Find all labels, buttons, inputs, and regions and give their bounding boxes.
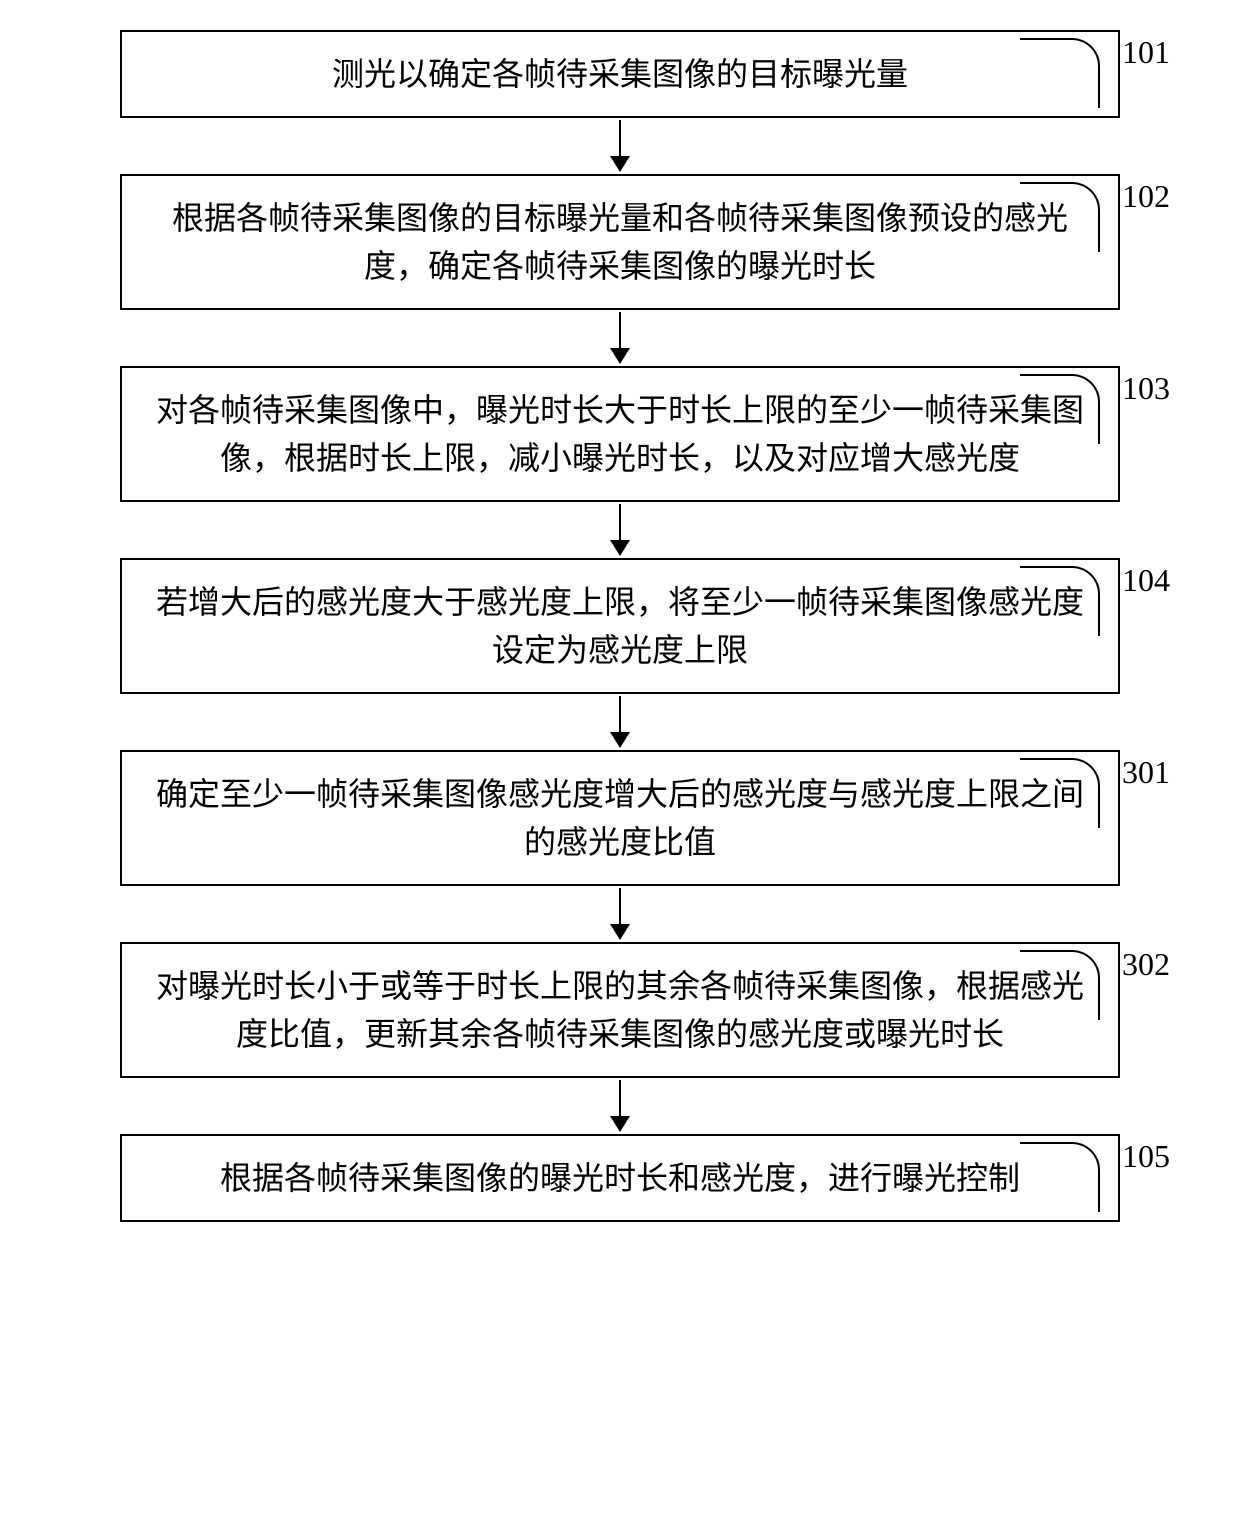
step-label-103: 103 <box>1122 370 1170 407</box>
step-box-104: 若增大后的感光度大于感光度上限，将至少一帧待采集图像感光度设定为感光度上限 <box>120 558 1120 694</box>
arrow <box>610 1078 630 1134</box>
step-row: 测光以确定各帧待采集图像的目标曝光量 101 <box>40 30 1200 118</box>
arrow <box>610 118 630 174</box>
arrow-line <box>619 696 621 732</box>
connector-line <box>1020 758 1100 828</box>
step-text: 测光以确定各帧待采集图像的目标曝光量 <box>332 50 908 98</box>
arrow-line <box>619 120 621 156</box>
arrow-line <box>619 1080 621 1116</box>
step-label-105: 105 <box>1122 1138 1170 1175</box>
connector-line <box>1020 38 1100 108</box>
step-text: 对各帧待采集图像中，曝光时长大于时长上限的至少一帧待采集图像，根据时长上限，减小… <box>146 386 1094 482</box>
step-text: 确定至少一帧待采集图像感光度增大后的感光度与感光度上限之间的感光度比值 <box>146 770 1094 866</box>
arrow-head-icon <box>610 924 630 940</box>
arrow <box>610 694 630 750</box>
step-text: 根据各帧待采集图像的目标曝光量和各帧待采集图像预设的感光度，确定各帧待采集图像的… <box>146 194 1094 290</box>
step-text: 对曝光时长小于或等于时长上限的其余各帧待采集图像，根据感光度比值，更新其余各帧待… <box>146 962 1094 1058</box>
arrow-head-icon <box>610 540 630 556</box>
step-row: 若增大后的感光度大于感光度上限，将至少一帧待采集图像感光度设定为感光度上限 10… <box>40 558 1200 694</box>
step-text: 根据各帧待采集图像的曝光时长和感光度，进行曝光控制 <box>220 1154 1020 1202</box>
step-box-301: 确定至少一帧待采集图像感光度增大后的感光度与感光度上限之间的感光度比值 <box>120 750 1120 886</box>
arrow-line <box>619 312 621 348</box>
arrow-line <box>619 888 621 924</box>
step-box-103: 对各帧待采集图像中，曝光时长大于时长上限的至少一帧待采集图像，根据时长上限，减小… <box>120 366 1120 502</box>
step-row: 确定至少一帧待采集图像感光度增大后的感光度与感光度上限之间的感光度比值 301 <box>40 750 1200 886</box>
step-row: 对各帧待采集图像中，曝光时长大于时长上限的至少一帧待采集图像，根据时长上限，减小… <box>40 366 1200 502</box>
step-label-101: 101 <box>1122 34 1170 71</box>
connector-line <box>1020 182 1100 252</box>
step-box-102: 根据各帧待采集图像的目标曝光量和各帧待采集图像预设的感光度，确定各帧待采集图像的… <box>120 174 1120 310</box>
step-box-101: 测光以确定各帧待采集图像的目标曝光量 <box>120 30 1120 118</box>
arrow-head-icon <box>610 1116 630 1132</box>
arrow <box>610 310 630 366</box>
step-label-102: 102 <box>1122 178 1170 215</box>
connector-line <box>1020 374 1100 444</box>
connector-line <box>1020 566 1100 636</box>
connector-line <box>1020 1142 1100 1212</box>
arrow <box>610 886 630 942</box>
arrow-head-icon <box>610 156 630 172</box>
step-row: 对曝光时长小于或等于时长上限的其余各帧待采集图像，根据感光度比值，更新其余各帧待… <box>40 942 1200 1078</box>
step-box-302: 对曝光时长小于或等于时长上限的其余各帧待采集图像，根据感光度比值，更新其余各帧待… <box>120 942 1120 1078</box>
step-text: 若增大后的感光度大于感光度上限，将至少一帧待采集图像感光度设定为感光度上限 <box>146 578 1094 674</box>
step-row: 根据各帧待采集图像的目标曝光量和各帧待采集图像预设的感光度，确定各帧待采集图像的… <box>40 174 1200 310</box>
step-row: 根据各帧待采集图像的曝光时长和感光度，进行曝光控制 105 <box>40 1134 1200 1222</box>
arrow-head-icon <box>610 348 630 364</box>
connector-line <box>1020 950 1100 1020</box>
step-box-105: 根据各帧待采集图像的曝光时长和感光度，进行曝光控制 <box>120 1134 1120 1222</box>
arrow-line <box>619 504 621 540</box>
arrow-head-icon <box>610 732 630 748</box>
step-label-302: 302 <box>1122 946 1170 983</box>
step-label-301: 301 <box>1122 754 1170 791</box>
flowchart-container: 测光以确定各帧待采集图像的目标曝光量 101 根据各帧待采集图像的目标曝光量和各… <box>40 30 1200 1222</box>
arrow <box>610 502 630 558</box>
step-label-104: 104 <box>1122 562 1170 599</box>
